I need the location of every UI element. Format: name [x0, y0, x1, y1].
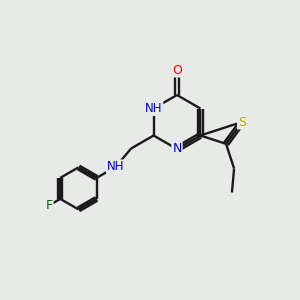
Text: S: S — [238, 116, 246, 128]
Text: F: F — [45, 199, 52, 212]
Text: NH: NH — [107, 160, 124, 173]
Text: O: O — [172, 64, 182, 76]
Text: NH: NH — [145, 102, 162, 115]
Text: N: N — [172, 142, 182, 155]
